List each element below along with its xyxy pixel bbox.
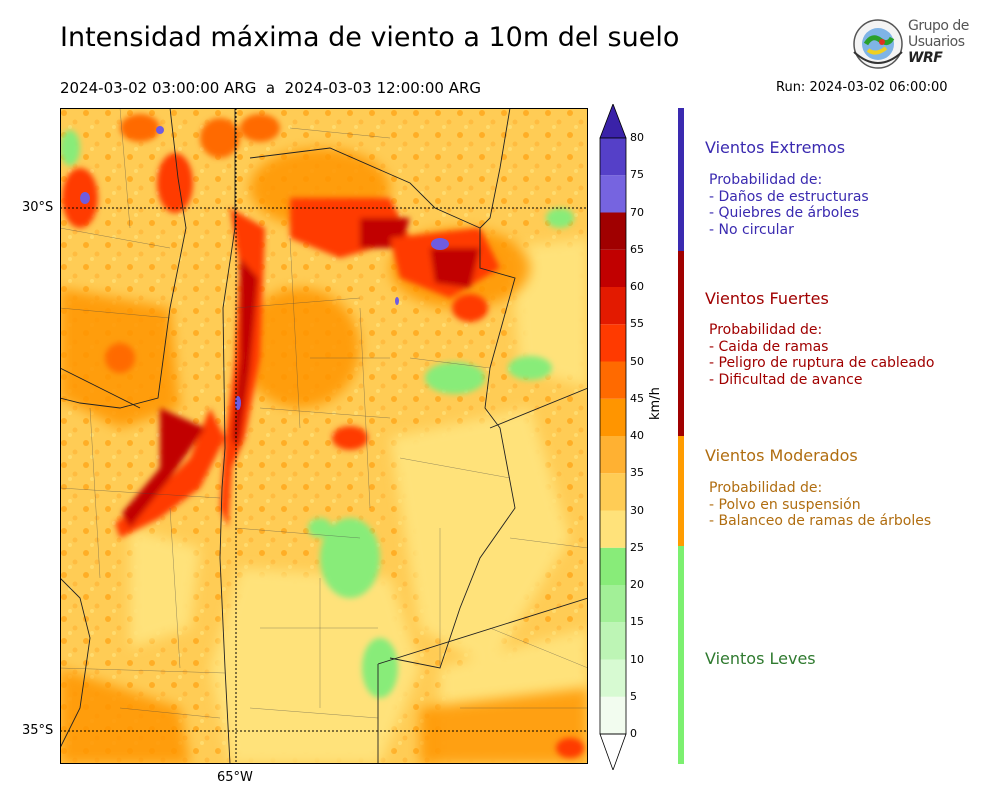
colorbar-tick-label: 20 bbox=[630, 578, 644, 591]
colorbar-tick-label: 40 bbox=[630, 429, 644, 442]
colorbar-tick-label: 55 bbox=[630, 317, 644, 331]
lat-label-35s: 35°S bbox=[22, 723, 54, 738]
colorbar-extend-high bbox=[599, 104, 627, 139]
desc-line: - Balanceo de ramas de árboles bbox=[709, 513, 932, 529]
desc-line: - Quiebres de árboles bbox=[709, 205, 860, 221]
colorbar-tick-label: 25 bbox=[630, 540, 644, 554]
desc-line: - Polvo en suspensión bbox=[709, 496, 861, 513]
colorbar-segment bbox=[600, 249, 626, 287]
colorbar-segment bbox=[600, 175, 626, 213]
lat-label-30s: 30°S bbox=[22, 200, 54, 215]
logo-line-1: Grupo de bbox=[908, 18, 969, 34]
desc-line: Probabilidad de: bbox=[709, 172, 823, 188]
lon-label-65w: 65°W bbox=[217, 770, 253, 785]
grupo-usuarios-wrf-logo bbox=[853, 19, 903, 69]
colorbar-segment bbox=[600, 696, 626, 734]
legend-bar-leves bbox=[678, 546, 684, 764]
wind-map bbox=[60, 108, 588, 764]
colorbar-tick-label: 50 bbox=[630, 354, 644, 368]
logo-text: Grupo de Usuarios WRF bbox=[908, 18, 969, 66]
desc-line: - Caida de ramas bbox=[709, 338, 829, 355]
colorbar-segment bbox=[600, 398, 626, 436]
forecast-period: 2024-03-02 03:00:00 ARG a 2024-03-03 12:… bbox=[60, 79, 482, 97]
colorbar-tick-label: 75 bbox=[630, 168, 644, 182]
logo-line-2: Usuarios bbox=[908, 34, 965, 50]
colorbar-extend-low bbox=[599, 733, 627, 770]
colorbar-segment bbox=[600, 659, 626, 697]
colorbar-tick-label: 30 bbox=[630, 503, 644, 517]
colorbar-tick-label: 80 bbox=[630, 131, 644, 144]
colorbar-segment bbox=[600, 324, 626, 362]
extreme-wind-cells bbox=[80, 126, 449, 410]
colorbar-tick-label: 70 bbox=[630, 205, 644, 219]
model-run: Run: 2024-03-02 06:00:00 bbox=[776, 80, 948, 95]
category-moderados-desc: Probabilidad de: - Polvo en suspensión -… bbox=[709, 480, 931, 530]
graticule bbox=[60, 108, 588, 764]
legend-bar-fuertes bbox=[678, 251, 684, 436]
colorbar-tick-label: 5 bbox=[630, 689, 637, 703]
desc-line: - No circular bbox=[709, 221, 794, 238]
colorbar-unit: km/h bbox=[648, 387, 663, 420]
colorbar-tick-label: 15 bbox=[630, 615, 644, 629]
category-moderados-title: Vientos Moderados bbox=[705, 446, 858, 465]
colorbar-tick-label: 0 bbox=[630, 727, 637, 740]
map-title: Intensidad máxima de viento a 10m del su… bbox=[60, 22, 680, 53]
colorbar-segment bbox=[600, 436, 626, 474]
desc-line: - Peligro de ruptura de cableado bbox=[709, 355, 935, 371]
colorbar-segment bbox=[600, 547, 626, 585]
category-extremos-title: Vientos Extremos bbox=[705, 138, 846, 157]
colorbar-segment bbox=[600, 287, 626, 325]
category-fuertes-title: Vientos Fuertes bbox=[705, 289, 829, 308]
category-extremos-desc: Probabilidad de: - Daños de estructuras … bbox=[709, 172, 869, 238]
colorbar-frame bbox=[599, 137, 627, 735]
logo-line-3: WRF bbox=[908, 50, 943, 66]
colorbar-segment bbox=[600, 212, 626, 250]
desc-line: - Daños de estructuras bbox=[709, 188, 869, 205]
colorbar-tick-label: 35 bbox=[630, 466, 644, 480]
colorbar-tick-label: 60 bbox=[630, 280, 644, 293]
desc-line: - Dificultad de avance bbox=[709, 371, 863, 388]
colorbar-segment bbox=[600, 361, 626, 399]
desc-line: Probabilidad de: bbox=[709, 480, 823, 496]
colorbar-tick-label: 45 bbox=[630, 391, 644, 405]
legend-bar-moderados bbox=[678, 436, 684, 546]
colorbar-tick-label: 65 bbox=[630, 242, 644, 256]
light-wind-patches bbox=[60, 130, 574, 698]
desc-line: Probabilidad de: bbox=[709, 322, 823, 338]
category-leves-title: Vientos Leves bbox=[705, 649, 816, 668]
colorbar bbox=[599, 104, 627, 770]
colorbar-segment bbox=[600, 138, 626, 176]
colorbar-tick-label: 10 bbox=[630, 652, 644, 666]
department-boundaries bbox=[60, 108, 588, 719]
legend-bar-extremos bbox=[678, 108, 684, 251]
colorbar-segment bbox=[600, 622, 626, 660]
colorbar-segment bbox=[600, 510, 626, 548]
colorbar-segment bbox=[600, 473, 626, 511]
colorbar-segment bbox=[600, 585, 626, 623]
category-fuertes-desc: Probabilidad de: - Caida de ramas - Peli… bbox=[709, 322, 934, 388]
